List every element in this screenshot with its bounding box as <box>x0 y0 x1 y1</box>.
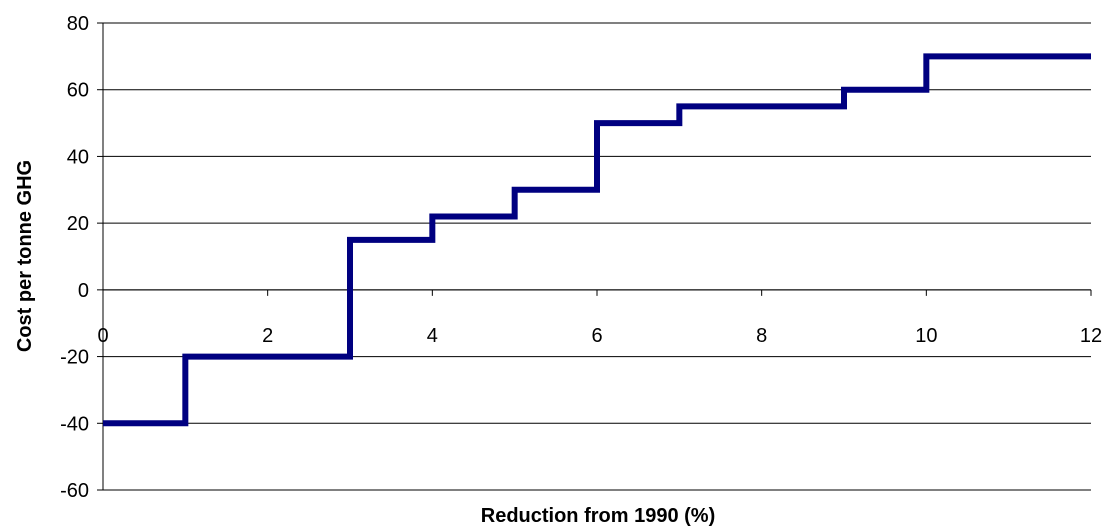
x-tick-label-0: 0 <box>97 325 108 347</box>
y-tick-label-1: -40 <box>60 413 89 435</box>
series-group <box>103 53 1091 427</box>
x-axis-title: Reduction from 1990 (%) <box>481 505 715 527</box>
x-tick-label-1: 2 <box>262 325 273 347</box>
x-tick-labels: 0 2 4 6 8 10 12 <box>97 325 1102 347</box>
y-tick-label-7: 80 <box>67 13 89 35</box>
y-tick-label-2: -20 <box>60 347 89 369</box>
y-tick-labels: -60 -40 -20 0 20 40 60 80 <box>60 13 89 502</box>
y-axis-title: Cost per tonne GHG <box>14 160 36 352</box>
y-tick-label-3: 0 <box>78 280 89 302</box>
gridlines <box>103 22 1091 491</box>
y-tick-label-4: 20 <box>67 213 89 235</box>
x-tick-label-5: 10 <box>915 325 937 347</box>
y-tick-label-5: 40 <box>67 146 89 168</box>
y-tick-label-6: 60 <box>67 80 89 102</box>
x-tick-label-6: 12 <box>1080 325 1102 347</box>
x-tick-label-3: 6 <box>591 325 602 347</box>
x-tick-label-4: 8 <box>756 325 767 347</box>
axes <box>97 22 1092 491</box>
y-tick-label-0: -60 <box>60 480 89 502</box>
series-line-0 <box>103 53 1091 427</box>
x-tick-label-2: 4 <box>427 325 438 347</box>
